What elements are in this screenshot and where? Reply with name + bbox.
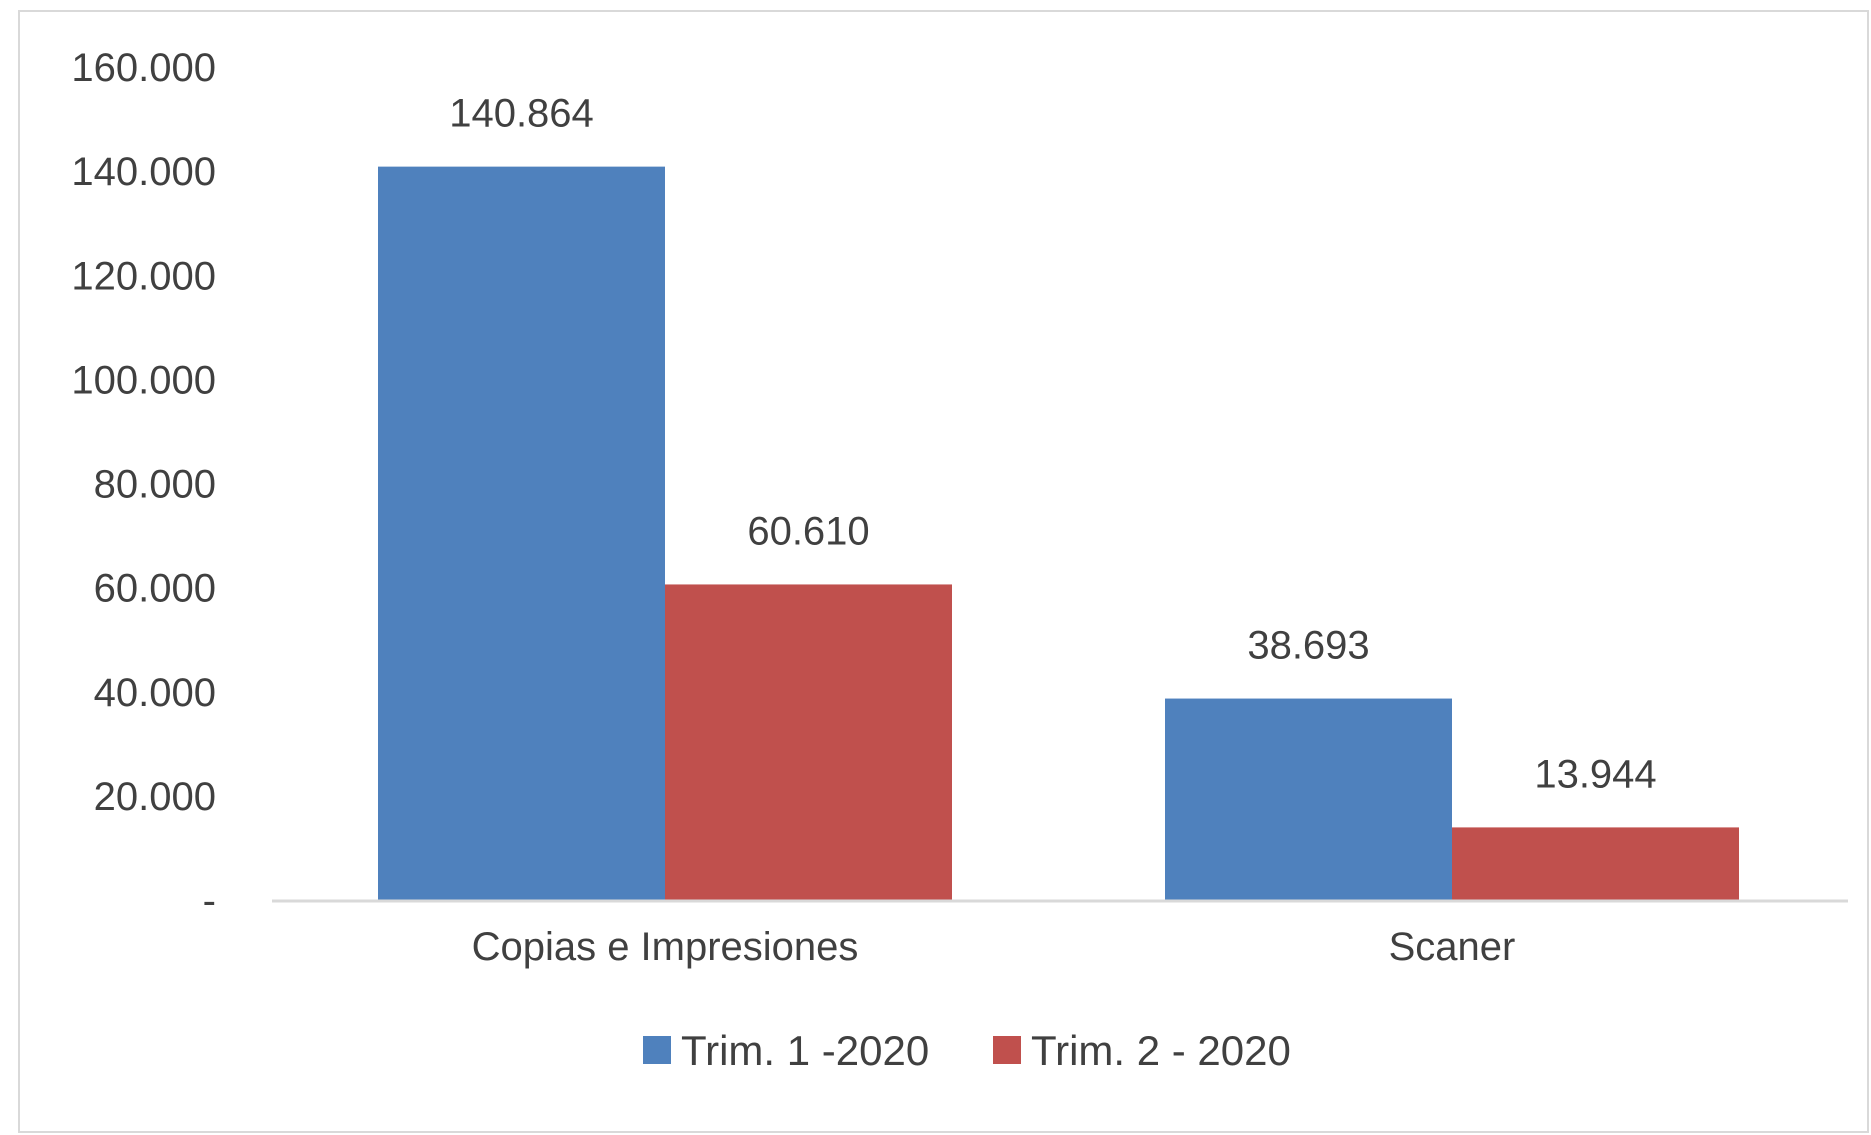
legend-label-2: Trim. 2 - 2020	[1031, 1027, 1291, 1074]
y-tick-label-3: 60.000	[94, 567, 216, 611]
chart-frame	[18, 10, 1869, 1133]
legend-swatch-2	[993, 1036, 1021, 1064]
y-tick-label-6: 120.000	[71, 254, 216, 298]
y-tick-label-5: 100.000	[71, 358, 216, 402]
x-category-label-2: Scaner	[1389, 925, 1516, 969]
y-tick-label-2: 40.000	[94, 671, 216, 715]
x-category-label-1: Copias e Impresiones	[472, 925, 859, 969]
bar-1-2	[1165, 698, 1452, 900]
data-label-1-1: 140.864	[449, 92, 594, 136]
data-label-1-2: 38.693	[1247, 624, 1369, 668]
data-label-2-1: 60.610	[747, 509, 869, 553]
bar-2-1	[665, 584, 952, 900]
y-tick-label-1: 20.000	[94, 775, 216, 819]
bar-2-2	[1452, 827, 1739, 900]
data-label-2-2: 13.944	[1534, 752, 1656, 796]
y-tick-label-4: 80.000	[94, 463, 216, 507]
legend-swatch-1	[643, 1036, 671, 1064]
legend-label-1: Trim. 1 -2020	[681, 1027, 929, 1074]
bar-1-1	[378, 166, 665, 900]
y-tick-label-0: -	[203, 879, 216, 923]
y-tick-label-8: 160.000	[71, 46, 216, 90]
y-tick-label-7: 140.000	[71, 150, 216, 194]
